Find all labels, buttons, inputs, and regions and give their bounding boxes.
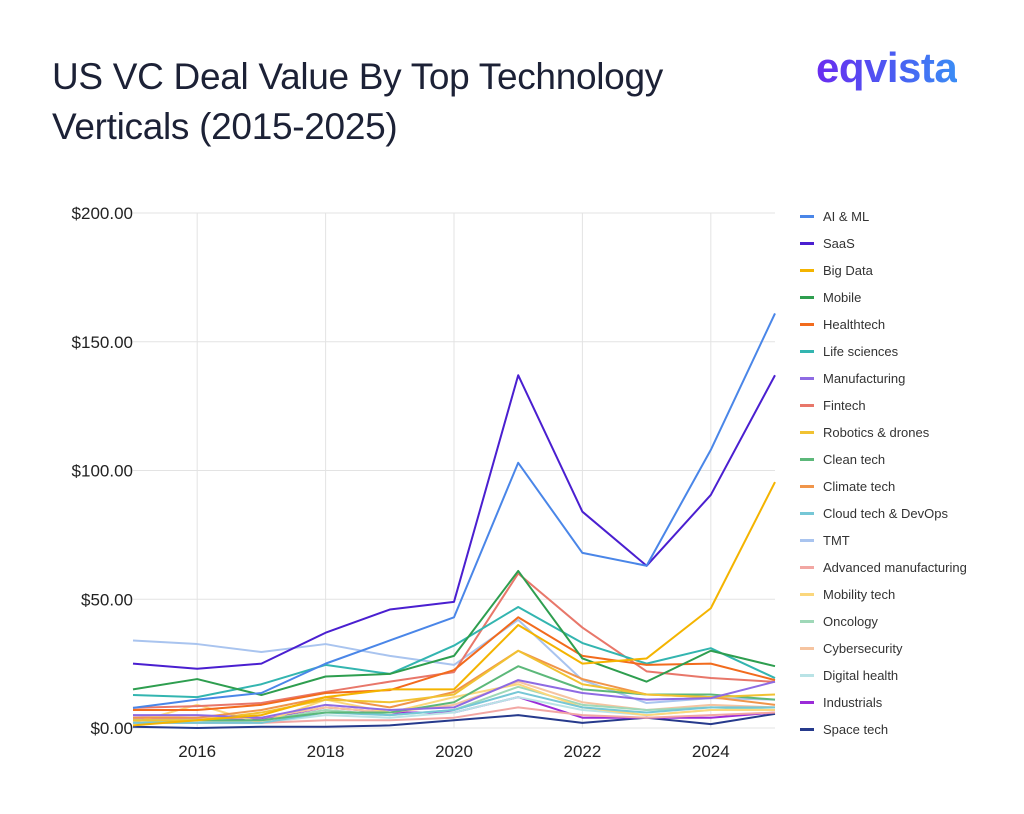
y-tick-label: $200.00 [72,204,133,223]
legend-swatch [800,485,814,488]
legend-swatch [800,431,814,434]
legend-swatch [800,539,814,542]
legend-label: Cloud tech & DevOps [823,506,949,521]
chart-title: US VC Deal Value By Top Technology Verti… [52,56,663,147]
legend-swatch [800,512,814,515]
legend-label: Industrials [823,695,883,710]
legend-label: Oncology [823,614,878,629]
legend-item: Big Data [800,257,967,284]
series-line-healthtech [133,616,776,711]
series-line-saas [132,374,776,670]
x-tick-label: 2024 [692,742,730,761]
x-axis-ticks: 2016 2018 2020 2022 2024 [178,742,729,761]
legend-swatch [800,620,814,623]
legend-item: Digital health [800,662,967,689]
legend-item: Climate tech [800,473,967,500]
legend-swatch [800,593,814,596]
legend-label: Mobile [823,290,862,305]
x-tick-label: 2016 [178,742,216,761]
legend-swatch [800,296,814,299]
y-tick-label: $100.00 [72,462,133,481]
legend-swatch [800,566,814,569]
legend-item: Cloud tech & DevOps [800,500,967,527]
legend-swatch [800,323,814,326]
legend-swatch [800,242,814,245]
legend-swatch [800,350,814,353]
legend-swatch [800,674,814,677]
legend-item: Advanced manufacturing [800,554,967,581]
series-line-space-tech [132,712,776,729]
legend-label: Space tech [823,722,889,737]
y-tick-label: $50.00 [81,590,133,609]
legend-label: Digital health [823,668,899,683]
legend-item: Healthtech [800,311,967,338]
legend-label: Advanced manufacturing [823,560,967,575]
legend-label: SaaS [823,236,855,251]
legend-item: Cybersecurity [800,635,967,662]
legend-label: AI & ML [823,209,870,224]
legend-swatch [800,215,814,218]
legend-label: Healthtech [823,317,886,332]
y-axis-ticks: $0.00 $50.00 $100.00 $150.00 $200.00 [72,204,133,738]
series-line-mobile [132,569,776,697]
legend-item: Life sciences [800,338,967,365]
legend-item: Fintech [800,392,967,419]
legend-item: Clean tech [800,446,967,473]
series-line-robotics-drones [133,649,776,722]
legend-item: Manufacturing [800,365,967,392]
legend-swatch [800,458,814,461]
series-line-tmt [132,618,776,705]
series-line-cloud-tech-devops [133,690,775,724]
legend-label: Clean tech [823,452,886,467]
legend-swatch [800,377,814,380]
x-tick-label: 2018 [307,742,345,761]
legend-swatch [800,647,814,650]
legend-label: Climate tech [823,479,896,494]
x-tick-label: 2022 [563,742,601,761]
series-line-big-data [132,481,776,727]
legend-item: Space tech [800,716,967,743]
legend-item: Mobility tech [800,581,967,608]
legend-item: Robotics & drones [800,419,967,446]
series-line-fintech [132,572,776,709]
legend-item: AI & ML [800,203,967,230]
legend-label: Robotics & drones [823,425,930,440]
legend-label: Manufacturing [823,371,906,386]
grid [133,212,775,729]
legend-item: Industrials [800,689,967,716]
legend-label: Cybersecurity [823,641,903,656]
x-tick-label: 2020 [435,742,473,761]
legend-swatch [800,404,814,407]
legend-label: Fintech [823,398,866,413]
legend: AI & ML SaaS Big Data Mobile Healthtech Life … [800,203,967,743]
legend-item: Mobile [800,284,967,311]
legend-label: Mobility tech [823,587,896,602]
legend-item: TMT [800,527,967,554]
legend-item: SaaS [800,230,967,257]
y-tick-label: $0.00 [90,719,133,738]
legend-swatch [800,728,814,731]
series-lines [132,312,776,729]
series-line-life-sciences [132,605,776,699]
y-tick-label: $150.00 [72,333,133,352]
legend-label: Life sciences [823,344,899,359]
legend-swatch [800,701,814,704]
legend-swatch [800,269,814,272]
eqvista-logo: eqvista [816,44,958,91]
legend-item: Oncology [800,608,967,635]
legend-label: Big Data [823,263,873,278]
series-line-ai-ml [132,312,776,709]
legend-label: TMT [823,533,850,548]
